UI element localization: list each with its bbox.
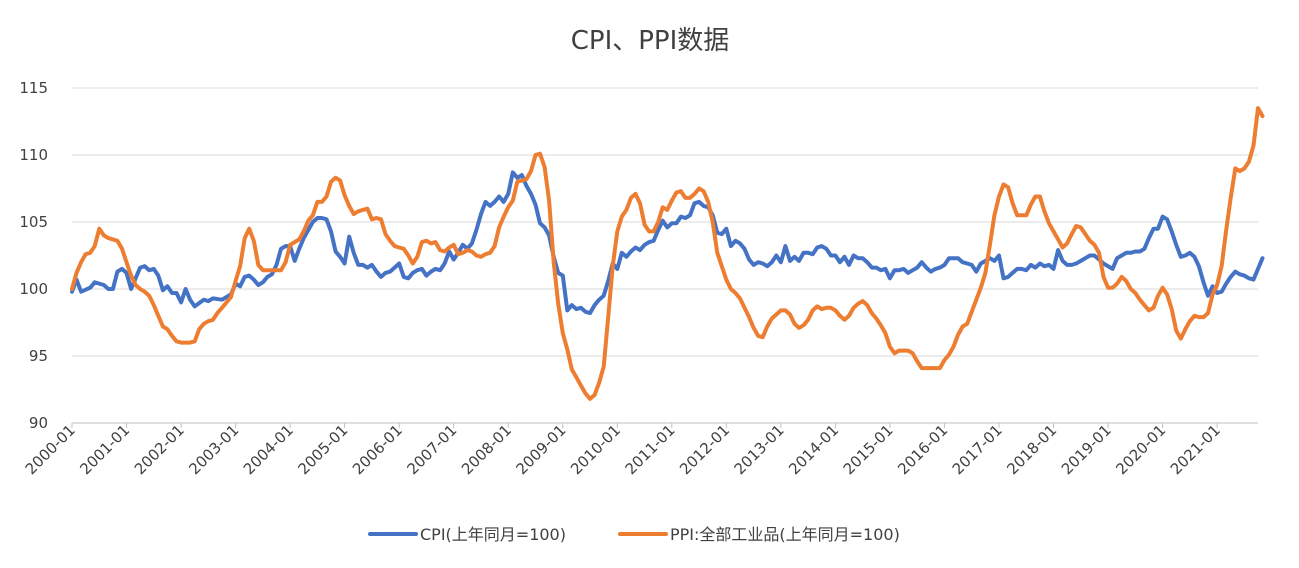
series-lines [70,106,1265,401]
legend: CPI(上年同月=100) PPI:全部工业品(上年同月=100) [368,525,900,544]
y-tick-label: 95 [29,347,48,365]
legend-label: CPI(上年同月=100) [420,525,566,544]
y-tick-label: 105 [19,213,48,231]
y-tick-label: 100 [19,280,48,298]
y-axis: 90 95 100 105 110 115 [19,79,48,432]
legend-label: PPI:全部工业品(上年同月=100) [670,525,900,544]
chart-title: CPI、PPI数据 [571,26,730,56]
y-tick-label: 90 [29,414,48,432]
y-tick-label: 110 [19,146,48,164]
y-tick-label: 115 [19,79,48,97]
series-line-ppi [70,106,1265,401]
